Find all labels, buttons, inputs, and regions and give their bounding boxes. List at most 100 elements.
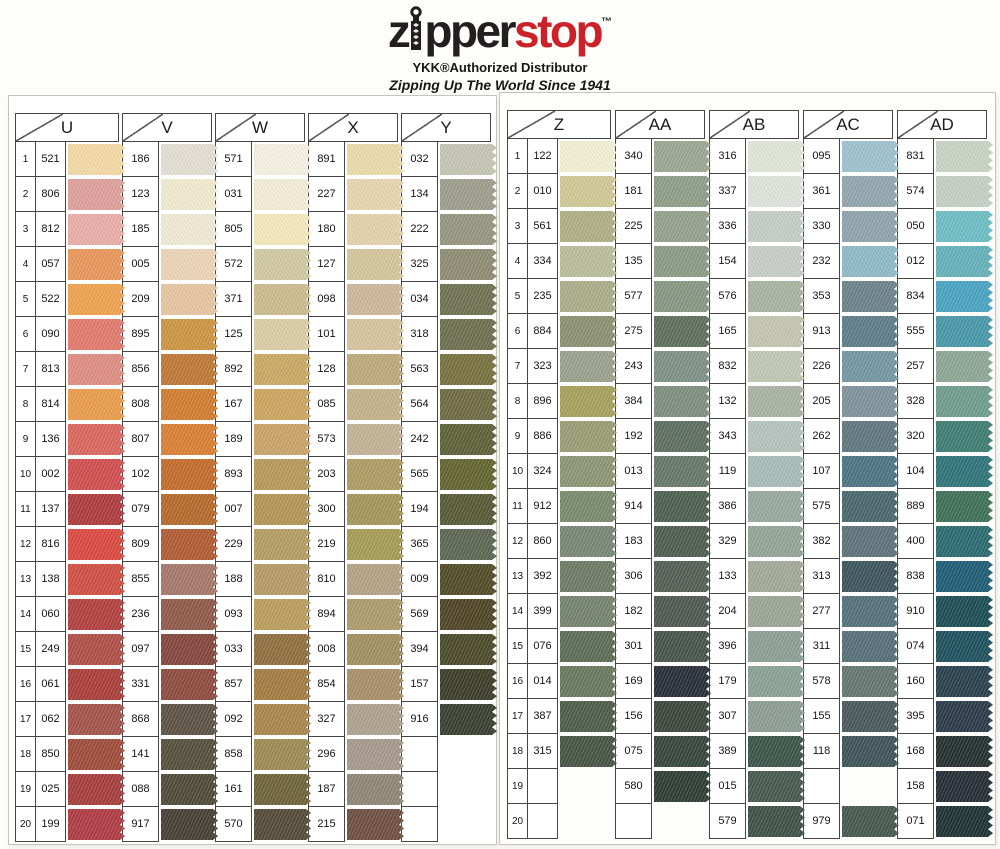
color-code: 337	[710, 174, 746, 209]
color-row: 371	[216, 282, 305, 317]
color-code: 182	[616, 594, 652, 629]
row-number: 14	[16, 597, 36, 632]
color-swatch	[748, 386, 805, 417]
swatch-area	[159, 597, 212, 632]
row-number: 4	[508, 244, 528, 279]
color-row: 118	[804, 734, 893, 769]
color-code: 805	[216, 212, 252, 247]
color-row: 8 814	[16, 387, 119, 422]
color-code: 371	[216, 282, 252, 317]
row-number: 2	[508, 174, 528, 209]
color-swatch	[161, 319, 218, 350]
color-code: 229	[216, 527, 252, 562]
color-code: 061	[36, 667, 66, 702]
color-swatch	[68, 739, 125, 770]
color-code: 199	[36, 807, 66, 842]
color-row: 895	[123, 317, 212, 352]
row-number: 3	[508, 209, 528, 244]
color-code: 215	[309, 807, 345, 842]
color-code: 336	[710, 209, 746, 244]
color-row: 320	[898, 419, 987, 454]
color-code: 097	[123, 632, 159, 667]
swatch-area	[345, 597, 398, 632]
color-row: 328	[898, 384, 987, 419]
swatch-area	[746, 664, 799, 699]
swatch-area	[934, 769, 987, 804]
swatch-area	[934, 314, 987, 349]
color-code: 203	[309, 457, 345, 492]
color-swatch	[936, 316, 993, 347]
swatch-area	[159, 142, 212, 177]
color-code: 075	[616, 734, 652, 769]
color-code: 243	[616, 349, 652, 384]
color-row: 856	[123, 352, 212, 387]
color-swatch	[347, 214, 404, 245]
swatch-area	[934, 559, 987, 594]
color-swatch	[161, 529, 218, 560]
swatch-area	[159, 282, 212, 317]
color-code: 917	[123, 807, 159, 842]
swatch-area	[66, 317, 119, 352]
color-column-AB: AB 316 337 336 154 576 165	[709, 110, 799, 839]
color-swatch	[654, 316, 711, 347]
color-swatch	[748, 281, 805, 312]
color-code: 399	[528, 594, 558, 629]
swatch-area	[934, 664, 987, 699]
swatch-area	[558, 209, 611, 244]
color-code: 205	[804, 384, 840, 419]
color-swatch	[654, 351, 711, 382]
color-swatch	[842, 736, 899, 767]
color-code: 313	[804, 559, 840, 594]
swatch-area	[66, 737, 119, 772]
swatch-area	[438, 492, 491, 527]
header-diagonal-line	[402, 114, 443, 141]
swatch-area	[66, 667, 119, 702]
color-code: 386	[710, 489, 746, 524]
color-code: 891	[309, 142, 345, 177]
color-code: 034	[402, 282, 438, 317]
color-code: 564	[402, 387, 438, 422]
color-code: 107	[804, 454, 840, 489]
color-row: 13 392	[508, 559, 611, 594]
color-row: 079	[123, 492, 212, 527]
color-swatch	[748, 701, 805, 732]
color-row: 855	[123, 562, 212, 597]
color-swatch	[68, 319, 125, 350]
swatch-area	[840, 594, 893, 629]
color-row: 085	[309, 387, 398, 422]
color-row: 365	[402, 527, 491, 562]
swatch-area	[746, 454, 799, 489]
color-row: 071	[898, 804, 987, 839]
row-number: 5	[16, 282, 36, 317]
brand-text-stop: stop	[514, 5, 604, 57]
color-row: 215	[309, 807, 398, 842]
color-code: 912	[528, 489, 558, 524]
color-row: 331	[123, 667, 212, 702]
color-swatch	[654, 701, 711, 732]
color-row: 13 138	[16, 562, 119, 597]
swatch-area	[934, 209, 987, 244]
swatch-area	[840, 209, 893, 244]
swatch-area	[934, 804, 987, 839]
row-number: 12	[508, 524, 528, 559]
color-row: 3 561	[508, 209, 611, 244]
color-swatch	[68, 459, 125, 490]
column-header: U	[15, 113, 119, 142]
row-number: 13	[508, 559, 528, 594]
swatch-area	[438, 702, 491, 737]
swatch-area	[934, 524, 987, 559]
color-row: 194	[402, 492, 491, 527]
row-number: 15	[508, 629, 528, 664]
row-number: 17	[508, 699, 528, 734]
color-swatch	[748, 176, 805, 207]
row-number: 1	[16, 142, 36, 177]
color-row: 854	[309, 667, 398, 702]
color-code: 555	[898, 314, 934, 349]
swatch-area	[746, 629, 799, 664]
color-row: 160	[898, 664, 987, 699]
swatch-area	[159, 352, 212, 387]
color-swatch	[440, 424, 497, 455]
color-code: 353	[804, 279, 840, 314]
swatch-area	[746, 559, 799, 594]
